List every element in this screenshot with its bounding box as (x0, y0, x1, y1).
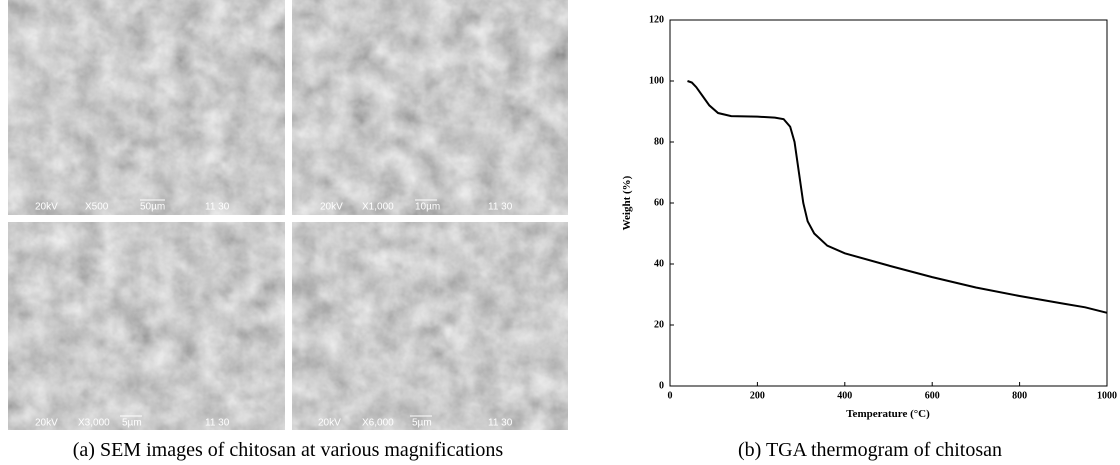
sem-scale: 50µm (140, 202, 165, 213)
sem-magnification: X6,000 (362, 418, 394, 429)
sem-image (8, 0, 285, 215)
sem-magnification: X1,000 (362, 202, 394, 213)
sem-voltage: 20kV (35, 418, 58, 429)
sem-magnification: X500 (85, 202, 109, 213)
x-tick-label: 400 (837, 390, 852, 401)
y-tick-label: 100 (649, 75, 664, 86)
sem-code: 11 30 (488, 202, 513, 213)
sem-scale: 10µm (415, 202, 440, 213)
sem-scale: 5µm (412, 418, 432, 429)
sem-voltage: 20kV (318, 418, 341, 429)
caption: (b) TGA thermogram of chitosan (738, 439, 1002, 461)
y-axis-label: Weight (%) (621, 175, 633, 230)
x-tick-label: 800 (1012, 390, 1027, 401)
sem-code: 11 30 (488, 418, 513, 429)
x-tick-label: 0 (668, 390, 673, 401)
sem-scale: 5µm (122, 418, 142, 429)
x-tick-label: 1000 (1097, 390, 1117, 401)
y-tick-label: 60 (654, 197, 664, 208)
y-tick-label: 40 (654, 258, 664, 269)
plot-frame (670, 20, 1107, 386)
y-tick-label: 120 (649, 14, 664, 25)
sem-image (292, 222, 568, 430)
x-tick-label: 200 (750, 390, 765, 401)
figure: 20kV X500 50µm 11 30 20kV X1,000 10µm 11… (0, 0, 1120, 465)
y-tick-label: 20 (654, 319, 664, 330)
sem-magnification: X3,000 (78, 418, 110, 429)
sem-code: 11 30 (205, 418, 230, 429)
y-tick-label: 80 (654, 136, 664, 147)
sem-voltage: 20kV (320, 202, 343, 213)
x-axis-label: Temperature (°C) (846, 408, 930, 420)
y-tick-label: 0 (659, 380, 664, 391)
sem-images: 20kV X500 50µm 11 30 20kV X1,000 10µm 11… (8, 0, 568, 430)
caption: (a) SEM images of chitosan at various ma… (73, 439, 504, 461)
sem-image (292, 0, 568, 215)
sem-voltage: 20kV (35, 202, 58, 213)
sem-image (8, 222, 285, 430)
data-line (687, 81, 1107, 313)
x-tick-label: 600 (925, 390, 940, 401)
sem-code: 11 30 (205, 202, 230, 213)
